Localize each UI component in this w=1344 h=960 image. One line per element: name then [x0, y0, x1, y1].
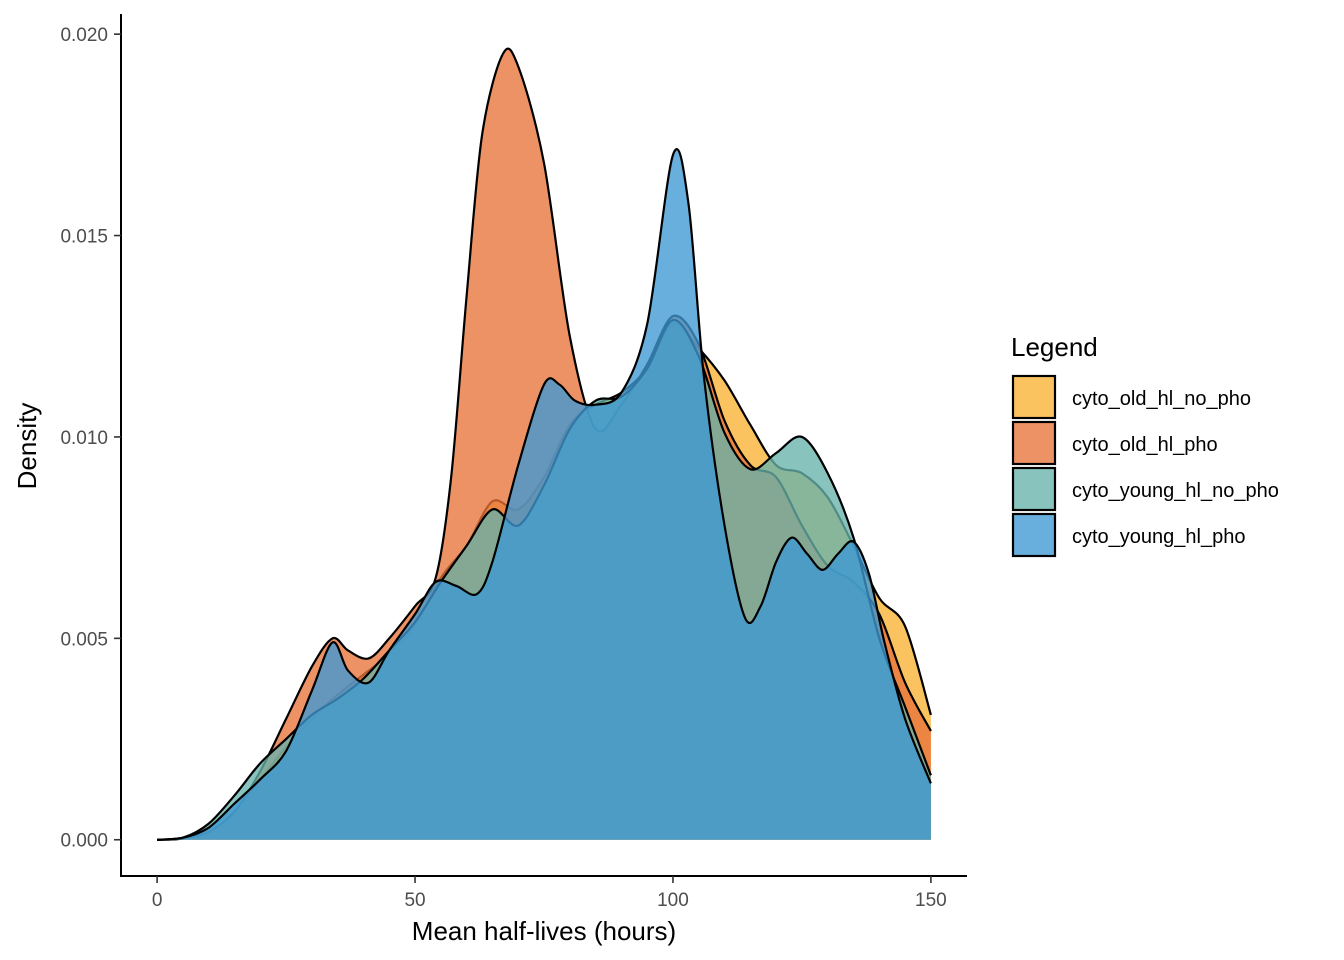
legend-swatch-cyto-young-hl-no-pho — [1011, 466, 1057, 512]
y-tick-label: 0.020 — [60, 25, 108, 46]
legend-label-cyto-young-hl-no-pho: cyto_young_hl_no_pho — [1072, 480, 1279, 502]
legend-label-cyto-young-hl-pho: cyto_young_hl_pho — [1072, 526, 1245, 548]
x-tick-label: 100 — [657, 890, 689, 911]
legend-items: cyto_old_hl_no_pho cyto_old_hl_pho cyto_yo… — [1011, 374, 1279, 558]
legend-label-cyto-old-hl-no-pho: cyto_old_hl_no_pho — [1072, 388, 1251, 410]
legend-title: Legend — [1011, 332, 1098, 362]
x-tick-label: 0 — [152, 890, 163, 911]
legend-swatch-cyto-young-hl-pho — [1011, 512, 1057, 558]
y-ticks: 0.000 0.005 0.010 0.015 0.020 — [60, 25, 121, 852]
x-tick-label: 50 — [404, 890, 425, 911]
y-tick-label: 0.005 — [60, 629, 108, 650]
x-ticks: 0 50 100 150 — [152, 876, 947, 911]
x-axis-title: Mean half-lives (hours) — [412, 916, 676, 946]
legend-swatch-cyto-old-hl-pho — [1011, 420, 1057, 466]
x-tick-label: 150 — [915, 890, 947, 911]
legend-label-cyto-old-hl-pho: cyto_old_hl_pho — [1072, 434, 1218, 456]
y-tick-label: 0.010 — [60, 428, 108, 449]
y-tick-label: 0.000 — [60, 831, 108, 852]
axes — [120, 14, 967, 877]
legend-swatch-cyto-old-hl-no-pho — [1011, 374, 1057, 420]
y-tick-label: 0.015 — [60, 227, 108, 248]
legend: Legend cyto_old_hl_no_pho cyto_old_hl_pho… — [1011, 332, 1279, 558]
y-axis-title: Density — [12, 403, 42, 490]
density-line-cyto-young-hl-pho — [157, 148, 932, 841]
density-area-cyto-young-hl-pho — [157, 149, 931, 840]
plot-areas — [157, 47, 932, 841]
